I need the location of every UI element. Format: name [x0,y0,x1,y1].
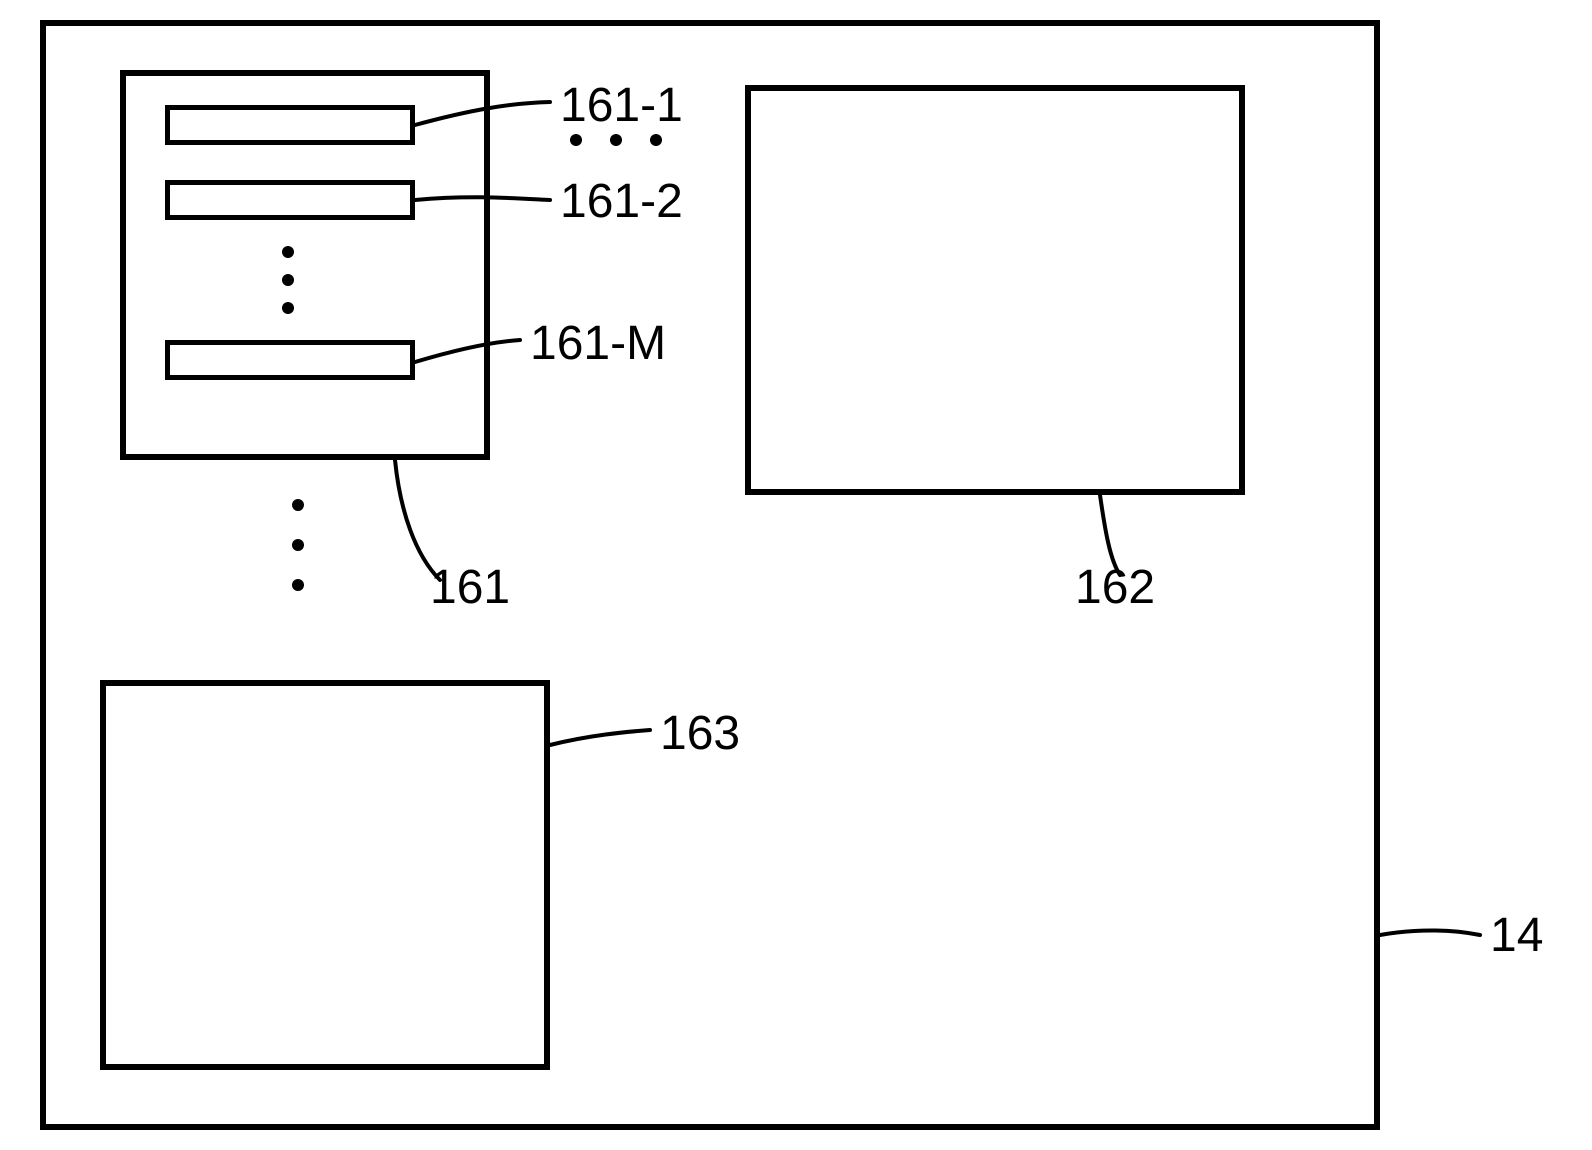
diagram-canvas: 161-1 161-2 161-M 161 162 163 14 [0,0,1592,1150]
label-14: 14 [1490,908,1543,963]
label-162: 162 [1075,560,1155,615]
block-162 [745,85,1245,495]
ellipsis-dot [292,539,304,551]
ellipsis-dot [282,302,294,314]
label-161-1: 161-1 [560,78,683,133]
block-163 [100,680,550,1070]
bar-161-1 [165,105,415,145]
ellipsis-dot [570,134,582,146]
label-163: 163 [660,706,740,761]
label-161-m: 161-M [530,316,666,371]
ellipsis-dot [610,134,622,146]
bar-161-2 [165,180,415,220]
label-161: 161 [430,560,510,615]
ellipsis-dot [282,246,294,258]
label-161-2: 161-2 [560,174,683,229]
ellipsis-dot [292,499,304,511]
ellipsis-dot [282,274,294,286]
bar-161-m [165,340,415,380]
ellipsis-dot [650,134,662,146]
ellipsis-dot [292,579,304,591]
